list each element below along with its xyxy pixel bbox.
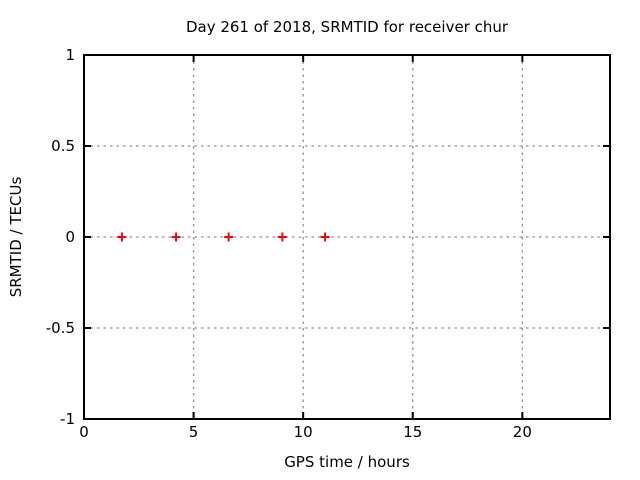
data-point-marker — [224, 232, 234, 242]
y-tick-label: -0.5 — [46, 319, 75, 337]
y-tick-label: 1 — [65, 46, 75, 64]
y-tick-label: 0.5 — [51, 137, 75, 155]
x-tick-label: 5 — [189, 423, 199, 441]
data-point-marker — [117, 232, 127, 242]
x-tick-label: 10 — [294, 423, 313, 441]
data-point-marker — [277, 232, 287, 242]
data-point-marker — [320, 232, 330, 242]
x-axis-title: GPS time / hours — [284, 453, 410, 471]
y-tick-label: 0 — [65, 228, 75, 246]
x-tick-label: 20 — [513, 423, 532, 441]
x-tick-label: 0 — [79, 423, 89, 441]
data-point-marker — [171, 232, 181, 242]
x-tick-label: 15 — [403, 423, 422, 441]
plot-border — [83, 54, 611, 420]
y-tick-label: -1 — [60, 410, 75, 428]
chart-title: Day 261 of 2018, SRMTID for receiver chu… — [185, 18, 509, 36]
